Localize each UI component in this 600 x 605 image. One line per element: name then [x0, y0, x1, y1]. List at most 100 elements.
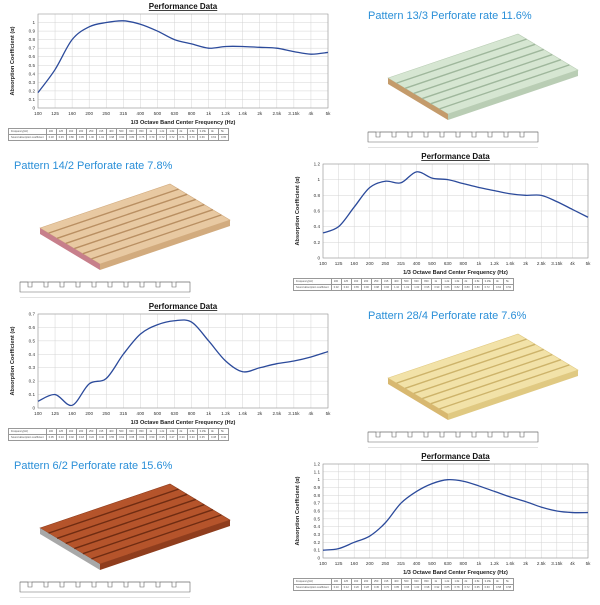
- chart-title: Performance Data: [421, 452, 490, 461]
- x-tick-label: 5k: [586, 261, 592, 266]
- product-panel: Pattern 14/2 Perforate rate 7.8%: [0, 150, 285, 300]
- x-tick-label: 315: [397, 561, 405, 566]
- table-cell: 0.10: [56, 435, 66, 441]
- y-tick-label: 0: [317, 256, 320, 261]
- table-cell: 0.18: [76, 435, 86, 441]
- y-axis-label: Absorption Coefficient (α): [10, 326, 16, 395]
- x-tick-label: 800: [459, 561, 467, 566]
- table-cell: 0.18: [46, 135, 56, 141]
- table-cell: 0.85: [392, 585, 402, 591]
- x-axis-label: 1/3 Octave Band Center Frequency (Hz): [131, 420, 236, 426]
- x-tick-label: 400: [413, 561, 421, 566]
- x-tick-label: 1k: [476, 261, 482, 266]
- x-tick-label: 125: [51, 411, 59, 416]
- x-tick-label: 100: [34, 411, 42, 416]
- table-cell: 0.70: [187, 135, 197, 141]
- x-tick-label: 3.15k: [288, 111, 300, 116]
- x-tick-label: 500: [154, 111, 162, 116]
- table-cell: 0.75: [137, 135, 147, 141]
- x-tick-label: 1k: [206, 111, 212, 116]
- y-tick-label: 0.6: [29, 325, 36, 330]
- table-cell: 0.63: [208, 135, 218, 141]
- y-tick-label: 0.3: [314, 532, 321, 537]
- table-cell: 0.78: [452, 585, 462, 591]
- x-tick-label: 160: [68, 411, 76, 416]
- table-cell: 0.35: [157, 435, 167, 441]
- x-tick-label: 630: [444, 561, 452, 566]
- table-cell: 0.10: [331, 585, 341, 591]
- y-tick-label: 0.7: [29, 46, 36, 51]
- x-tick-label: 125: [51, 111, 59, 116]
- x-tick-label: 100: [34, 111, 42, 116]
- table-cell: 0.98: [371, 285, 381, 291]
- x-tick-label: 2k: [523, 261, 529, 266]
- table-cell: 0.55: [107, 435, 117, 441]
- x-tick-label: 315: [397, 261, 405, 266]
- acoustic-panel-illustration: [340, 28, 600, 148]
- table-cell: 0.70: [382, 585, 392, 591]
- x-tick-label: 1.6k: [506, 261, 515, 266]
- y-tick-label: 0.1: [314, 548, 321, 553]
- y-tick-label: 0.5: [29, 338, 36, 343]
- product-panel: Pattern 13/3 Perforate rate 11.6%: [340, 0, 600, 150]
- y-tick-label: 1.2: [314, 162, 321, 167]
- table-cell: 0.65: [351, 285, 361, 291]
- y-tick-label: 0.5: [29, 63, 36, 68]
- y-tick-label: 0.6: [314, 509, 321, 514]
- acoustic-panel-illustration: [0, 178, 285, 298]
- table-cell: 0.96: [382, 285, 392, 291]
- table-cell: 0.42: [219, 435, 229, 441]
- x-tick-label: 4k: [309, 411, 315, 416]
- cross-section-profile: [20, 582, 190, 592]
- x-tick-label: 630: [171, 411, 179, 416]
- table-cell: 0.64: [137, 435, 147, 441]
- y-axis-label: Absorption Coefficient (α): [10, 26, 16, 95]
- table-cell: 0.90: [432, 285, 442, 291]
- pattern-title: Pattern 6/2 Perforate rate 15.6%: [14, 460, 172, 472]
- chart-title: Performance Data: [149, 302, 218, 311]
- x-tick-label: 2k: [257, 111, 263, 116]
- x-tick-label: 1.2k: [221, 411, 230, 416]
- table-cell: 0.66: [197, 135, 208, 141]
- chart-title: Performance Data: [149, 2, 218, 11]
- cross-section-profile: [368, 432, 538, 442]
- table-cell: 0.80: [127, 135, 137, 141]
- table-row-label: Sound absorption coefficient: [9, 135, 47, 141]
- table-cell: 0.27: [167, 435, 177, 441]
- y-tick-label: 0: [32, 406, 35, 411]
- product-panel: Pattern 28/4 Perforate rate 7.6%: [340, 300, 600, 450]
- table-cell: 0.95: [76, 135, 86, 141]
- y-tick-label: 0.4: [29, 71, 36, 76]
- table-cell: 0.82: [452, 285, 462, 291]
- x-tick-label: 250: [382, 261, 390, 266]
- table-cell: 0.58: [504, 585, 514, 591]
- table-row-label: Sound absorption coefficient: [9, 435, 47, 441]
- table-cell: 1.00: [412, 585, 422, 591]
- y-tick-label: 1: [317, 477, 320, 482]
- table-cell: 0.72: [167, 135, 177, 141]
- x-axis-label: 1/3 Octave Band Center Frequency (Hz): [403, 570, 508, 576]
- product-panel: Pattern 6/2 Perforate rate 15.6%: [0, 450, 285, 600]
- x-axis-label: 1/3 Octave Band Center Frequency (Hz): [403, 270, 508, 276]
- x-tick-label: 1.6k: [238, 411, 247, 416]
- table-cell: 0.92: [432, 585, 442, 591]
- x-tick-label: 5k: [586, 561, 592, 566]
- x-tick-label: 400: [137, 411, 145, 416]
- y-tick-label: 0.8: [314, 193, 321, 198]
- x-tick-label: 400: [413, 261, 421, 266]
- table-cell: 0.30: [177, 435, 187, 441]
- absorption-series-line: [38, 320, 328, 406]
- y-tick-label: 0.7: [29, 312, 36, 317]
- x-tick-label: 3.15k: [551, 261, 563, 266]
- table-cell: 0.72: [482, 285, 493, 291]
- chart-title: Performance Data: [421, 152, 490, 161]
- y-tick-label: 0.9: [29, 29, 36, 34]
- x-tick-label: 4k: [570, 561, 576, 566]
- table-cell: 0.85: [442, 585, 452, 591]
- table-cell: 0.22: [86, 435, 96, 441]
- table-cell: 0.60: [482, 585, 493, 591]
